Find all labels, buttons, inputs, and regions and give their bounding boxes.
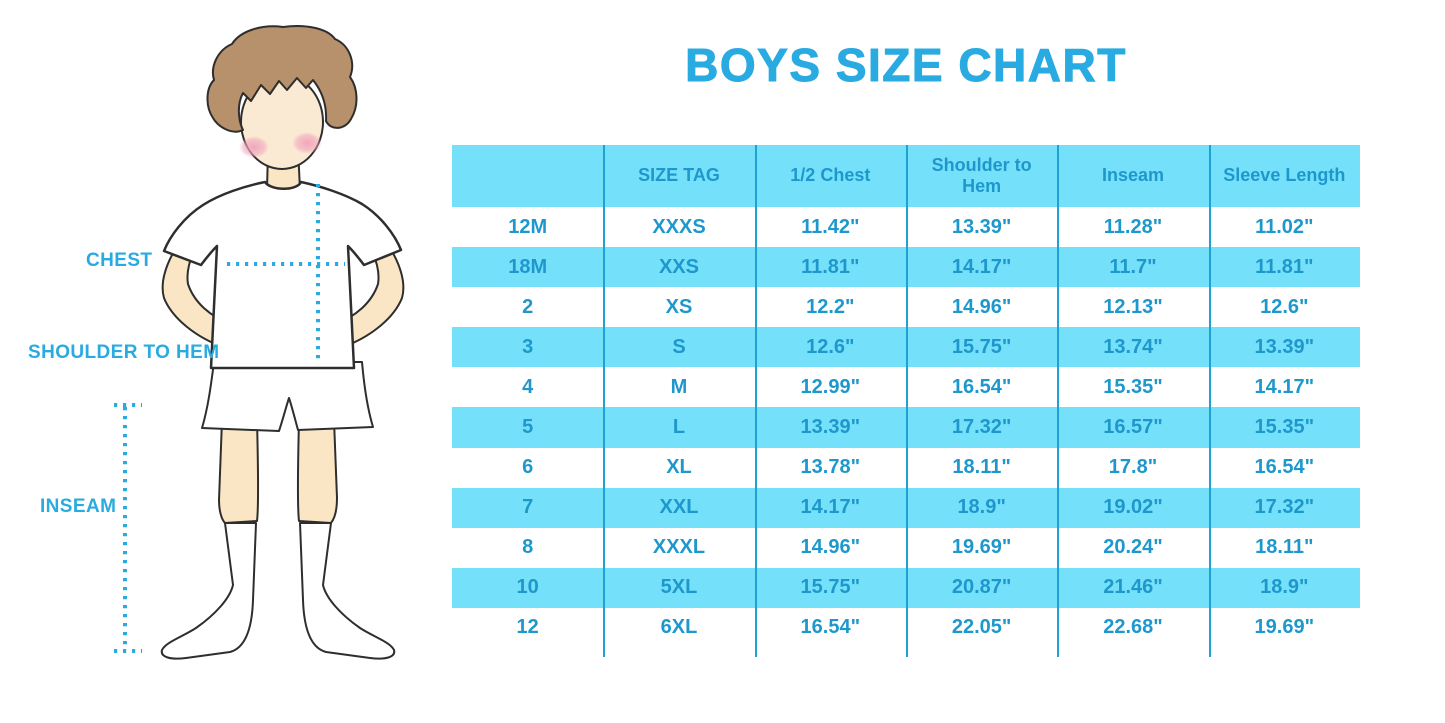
- table-header-cell: [452, 145, 603, 207]
- right-leg: [296, 419, 338, 524]
- table-cell: 21.46": [1103, 576, 1163, 599]
- table-cell: 17.32": [951, 416, 1012, 439]
- table-cell: 15.75": [800, 576, 861, 599]
- table-cell: 14.17": [1254, 375, 1315, 398]
- table-cell: 18.9": [1260, 576, 1309, 599]
- table-cell: 12.13": [1103, 295, 1163, 318]
- table-cell: 19.69": [951, 536, 1012, 559]
- table-cell: 19.69": [1254, 616, 1315, 639]
- table-cell: 14.17": [800, 496, 861, 519]
- table-cell: 12.99": [800, 375, 861, 398]
- table-cell: 11.81": [1255, 255, 1314, 278]
- table-cell: 11.28": [1103, 215, 1163, 238]
- table-cell: XS: [665, 295, 693, 318]
- table-cell: 11.42": [801, 215, 860, 238]
- table-cell: 15.35": [1103, 375, 1163, 398]
- table-cell: 18.11": [1255, 536, 1314, 559]
- table-cell: S: [672, 335, 686, 358]
- table-cell: XXXS: [652, 215, 706, 238]
- table-cell: 14.96": [800, 536, 861, 559]
- table-header-cell-size-tag: SIZE TAG: [638, 165, 720, 186]
- table-cell: M: [670, 375, 688, 398]
- table-cell: 5: [522, 416, 534, 439]
- table-cell: 5XL: [660, 576, 698, 599]
- table-cell: 12.2": [806, 295, 855, 318]
- column-divider: [754, 145, 757, 657]
- left-leg: [218, 419, 260, 524]
- table-cell: XXL: [659, 496, 699, 519]
- table-cell: 22.05": [951, 616, 1012, 639]
- table-cell: 17.8": [1108, 456, 1158, 479]
- table-cell: 7: [522, 496, 534, 519]
- page-title: BOYS SIZE CHART: [685, 39, 1127, 92]
- table-cell: 16.57": [1103, 416, 1163, 439]
- table-cell: 13.74": [1103, 335, 1163, 358]
- table-cell: 17.32": [1254, 496, 1315, 519]
- boy-measurement-illustration: [114, 25, 405, 660]
- table-cell: XXS: [658, 255, 699, 278]
- table-header-cell-sleeve-length: Sleeve Length: [1223, 165, 1346, 186]
- hair: [206, 25, 358, 133]
- table-header-cell-half-chest: 1/2 Chest: [790, 165, 871, 186]
- column-divider: [906, 145, 908, 657]
- t-shirt: [162, 180, 403, 370]
- table-cell: XXXL: [652, 536, 706, 559]
- table-cell: 14.96": [951, 295, 1012, 318]
- table-cell: 20.87": [951, 576, 1012, 599]
- table-cell: 22.68": [1103, 616, 1163, 639]
- chest-label: CHEST: [86, 250, 153, 271]
- table-cell: 11.7": [1109, 255, 1157, 278]
- table-cell: 12M: [508, 215, 548, 238]
- shorts: [201, 361, 374, 432]
- table-cell: 13.39": [800, 416, 861, 439]
- table-cell: XL: [666, 456, 692, 479]
- column-divider: [603, 145, 606, 657]
- table-cell: 18M: [508, 255, 548, 278]
- shoulder-to-hem-label: SHOULDER TO HEM: [28, 342, 220, 363]
- table-cell: 11.81": [801, 255, 860, 278]
- table-cell: 14.17": [951, 255, 1012, 278]
- table-cell: 19.02": [1103, 496, 1163, 519]
- table-header-cell-shoulder-to-hem: Shoulder to Hem: [931, 154, 1032, 196]
- table-header-cell-inseam: Inseam: [1101, 165, 1164, 186]
- table-cell: 12.6": [806, 335, 855, 358]
- left-sock: [160, 522, 257, 660]
- table-cell: 18.9": [957, 496, 1006, 519]
- table-cell: 4: [522, 375, 534, 398]
- table-cell: 10: [516, 576, 539, 599]
- table-cell: 13.39": [951, 215, 1012, 238]
- table-cell: 12: [516, 616, 539, 639]
- table-cell: 16.54": [1254, 456, 1315, 479]
- table-cell: 6: [522, 456, 534, 479]
- table-cell: 6XL: [660, 616, 698, 639]
- table-cell: 11.02": [1255, 215, 1314, 238]
- table-cell: 13.39": [1254, 335, 1315, 358]
- right-cheek: [292, 132, 322, 154]
- table-cell: 3: [522, 335, 534, 358]
- table-cell: 18.11": [952, 456, 1011, 479]
- table-cell: 15.35": [1254, 416, 1315, 439]
- table-cell: 12.6": [1260, 295, 1309, 318]
- table-cell: 16.54": [951, 375, 1012, 398]
- right-sock: [299, 522, 396, 660]
- column-divider: [1208, 145, 1211, 657]
- table-cell: 2: [522, 295, 534, 318]
- size-table: SIZE TAG 1/2 Chest Shoulder to Hem Insea…: [452, 145, 1360, 657]
- table-cell: 15.75": [951, 335, 1012, 358]
- table-cell: L: [672, 416, 686, 439]
- table-cell: 16.54": [800, 616, 861, 639]
- left-cheek: [239, 136, 269, 158]
- inseam-label: INSEAM: [40, 496, 117, 517]
- table-cell: 8: [522, 536, 534, 559]
- table-cell: 20.24": [1103, 536, 1163, 559]
- table-cell: 13.78": [800, 456, 861, 479]
- column-divider: [1057, 145, 1060, 657]
